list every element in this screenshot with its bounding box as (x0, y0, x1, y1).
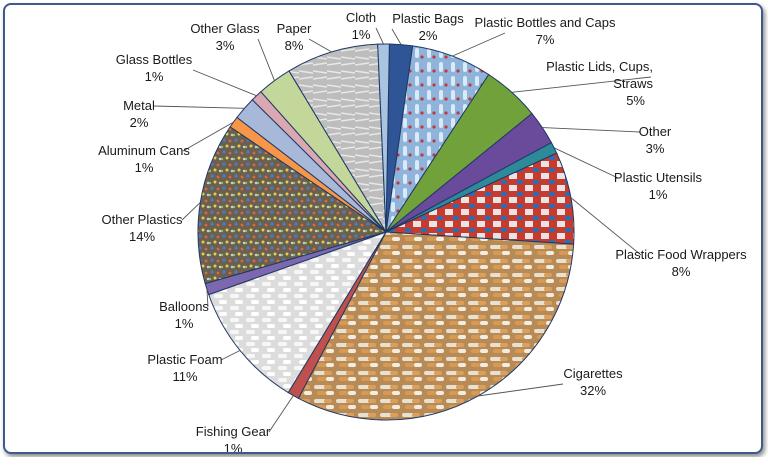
leader-line-plastic-foam (220, 350, 241, 361)
leader-line-balloons (206, 289, 209, 308)
leader-line-plastic-bags (391, 28, 402, 45)
leader-line-fishing-gear (268, 395, 294, 433)
leader-line-aluminum-cans (182, 121, 234, 152)
slice-label-plastic-lids-cups-straws: Plastic Lids, Cups, Straws 5% (546, 59, 653, 108)
pie-slice-plastic-food-wrappers (385, 152, 575, 245)
pie-slice-cigarettes (297, 231, 575, 421)
leader-line-cigarettes (477, 383, 564, 397)
leader-line-metal (153, 105, 245, 109)
leader-line-other-glass (257, 38, 275, 81)
slice-label-plastic-bottles-and-caps: Plastic Bottles and Caps 7% (475, 15, 616, 47)
leader-line-paper (308, 38, 332, 53)
slice-label-glass-bottles: Glass Bottles 1% (116, 52, 193, 84)
slice-label-other-glass: Other Glass 3% (190, 21, 260, 53)
pie-slice-plastic-foam (208, 231, 388, 394)
leader-line-cloth (375, 27, 384, 45)
slice-label-fishing-gear: Fishing Gear 1% (196, 424, 271, 452)
chart-frame: Plastic Bags 2% Plastic Bottles and Caps 7%… (3, 3, 763, 454)
slice-label-plastic-bags: Plastic Bags 2% (392, 11, 464, 43)
slice-label-other-plastics: Other Plastics 14% (102, 212, 183, 244)
slice-label-aluminum-cans: Aluminum Cans 1% (98, 143, 190, 175)
pie-slices (197, 43, 575, 421)
pie-slice-paper (288, 43, 387, 233)
pie-slice-other-plastics (197, 126, 388, 285)
slice-label-plastic-food-wrappers: Plastic Food Wrappers 8% (615, 247, 747, 279)
leader-lines (153, 27, 652, 433)
slice-label-plastic-utensils: Plastic Utensils 1% (614, 170, 703, 202)
slice-label-cigarettes: Cigarettes 32% (563, 366, 623, 398)
leader-line-plastic-food-wrappers (570, 197, 642, 256)
leader-line-plastic-lids-cups-straws (511, 76, 652, 93)
leader-line-plastic-bottles-and-caps (452, 32, 506, 57)
slice-label-cloth: Cloth 1% (346, 10, 376, 42)
slice-label-balloons: Balloons 1% (159, 299, 209, 331)
leader-line-plastic-utensils (553, 147, 619, 179)
slice-label-plastic-foam: Plastic Foam 11% (147, 352, 222, 384)
slice-label-metal: Metal 2% (123, 98, 155, 130)
pie-slice-cloth (377, 43, 390, 233)
leader-line-other-plastics (181, 202, 201, 221)
leader-line-other (542, 127, 641, 133)
leader-line-glass-bottles (192, 69, 257, 97)
slice-label-other: Other 3% (639, 124, 672, 156)
slice-labels: Plastic Bags 2% Plastic Bottles and Caps 7%… (98, 10, 747, 452)
slice-label-paper: Paper 8% (277, 21, 312, 53)
pie-chart: Plastic Bags 2% Plastic Bottles and Caps 7%… (98, 10, 747, 452)
